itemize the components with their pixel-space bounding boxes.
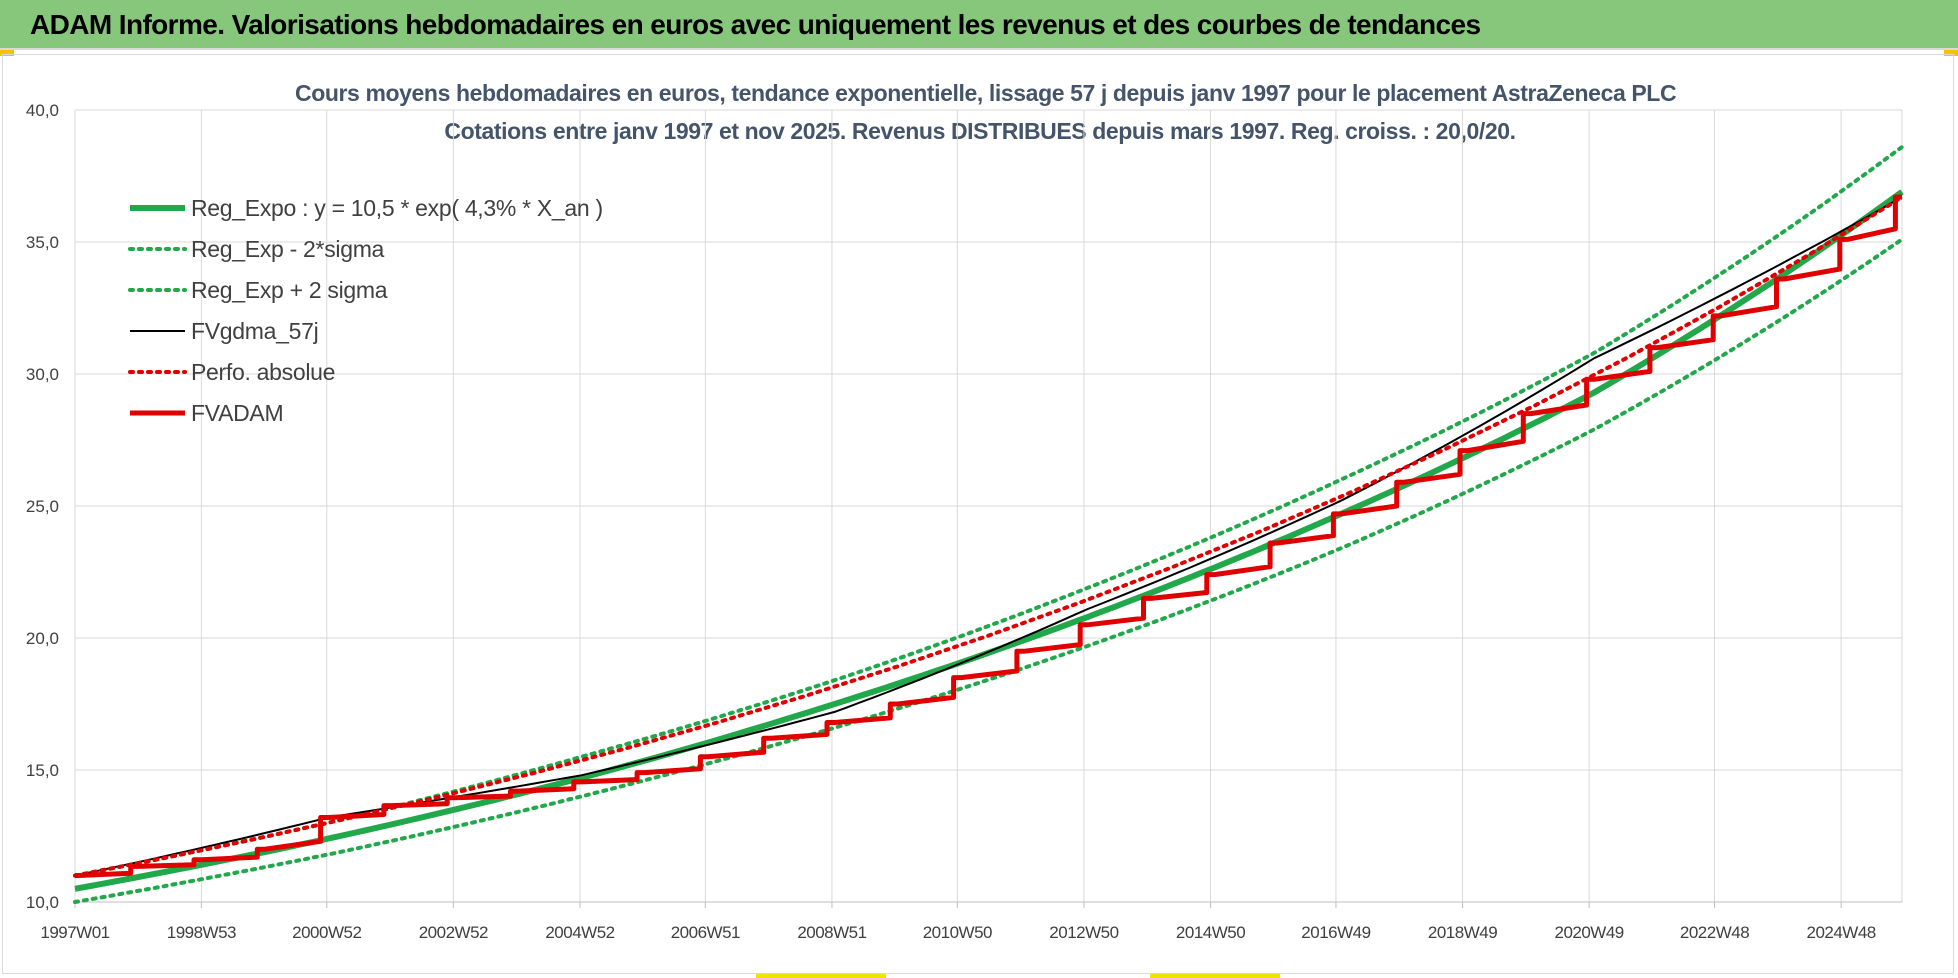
x-tick-label: 2006W51: [671, 923, 740, 942]
series-line-2: [73, 145, 1904, 878]
y-tick-label: 25,0: [26, 497, 59, 516]
y-tick-label: 15,0: [26, 761, 59, 780]
bottom-mark-2: [1150, 974, 1280, 978]
y-tick-label: 40,0: [26, 101, 59, 120]
bottom-mark-1: [756, 974, 886, 978]
x-tick-label: 2022W48: [1680, 923, 1749, 942]
x-tick-label: 2020W49: [1554, 923, 1623, 942]
corner-mark-right: [1944, 50, 1958, 56]
x-tick-label: 2018W49: [1428, 923, 1497, 942]
x-tick-label: 2008W51: [797, 923, 866, 942]
grid-lines: [74, 109, 1903, 908]
legend: Reg_Expo : y = 10,5 * exp( 4,3% * X_an )…: [128, 195, 603, 426]
x-tick-label: 2002W52: [419, 923, 488, 942]
y-axis-ticks: 10,0 15,0 20,0 25,0 30,0 35,0 40,0: [26, 101, 59, 912]
series-layer: [73, 145, 1904, 904]
x-axis-ticks: 1997W01 1998W53 2000W52 2002W52 2004W52 2006W…: [40, 923, 1876, 942]
chart-subtitle: Cotations entre janv 1997 et nov 2025. R…: [444, 118, 1516, 144]
x-tick-label: 2000W52: [292, 923, 361, 942]
series-line-4: [73, 195, 1904, 878]
series-line-5: [74, 194, 1902, 879]
x-tick-label: 2024W48: [1806, 923, 1875, 942]
x-tick-label: 2014W50: [1176, 923, 1245, 942]
report-title: ADAM Informe. Valorisations hebdomadaire…: [30, 9, 1481, 40]
legend-label: Perfo. absolue: [191, 359, 335, 385]
legend-label: Reg_Expo : y = 10,5 * exp( 4,3% * X_an ): [191, 195, 603, 221]
chart-frame: [2, 54, 1954, 974]
series-line-3: [74, 196, 1903, 877]
y-tick-label: 10,0: [26, 893, 59, 912]
x-tick-label: 2016W49: [1301, 923, 1370, 942]
y-tick-label: 35,0: [26, 233, 59, 252]
chart-title: Cours moyens hebdomadaires en euros, ten…: [295, 80, 1677, 106]
series-line-1: [73, 237, 1904, 904]
x-tick-label: 1997W01: [40, 923, 109, 942]
x-tick-label: 2004W52: [545, 923, 614, 942]
x-tick-label: 1998W53: [167, 923, 236, 942]
legend-label: Reg_Exp - 2*sigma: [191, 236, 385, 262]
x-tick-label: 2010W50: [923, 923, 992, 942]
legend-label: FVADAM: [191, 400, 283, 426]
x-tick-label: 2012W50: [1049, 923, 1118, 942]
y-tick-label: 30,0: [26, 365, 59, 384]
report-banner: ADAM Informe. Valorisations hebdomadaire…: [0, 0, 1958, 50]
legend-label: Reg_Exp + 2 sigma: [191, 277, 388, 303]
legend-label: FVgdma_57j: [191, 318, 318, 344]
y-tick-label: 20,0: [26, 629, 59, 648]
corner-mark-left: [0, 50, 14, 56]
